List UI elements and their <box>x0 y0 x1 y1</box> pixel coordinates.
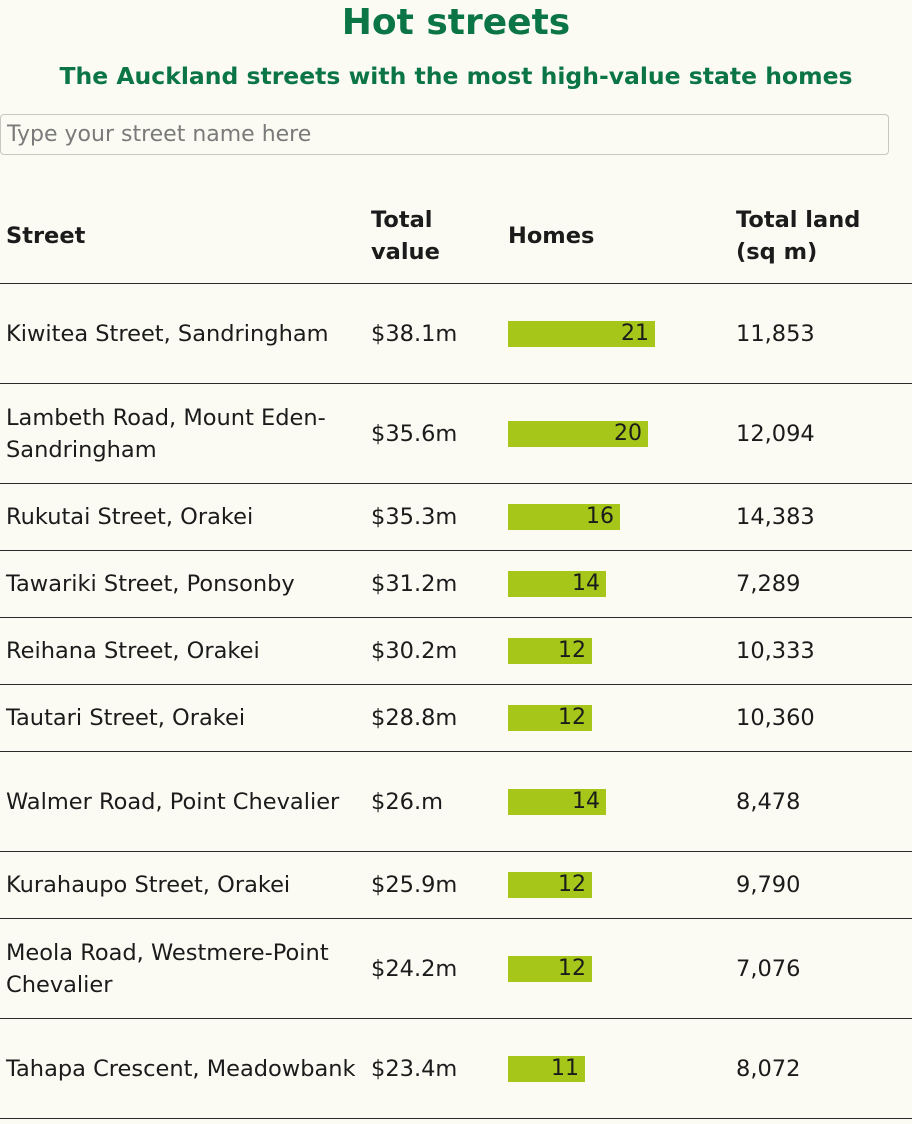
homes-bar-label: 21 <box>621 320 649 346</box>
column-header-street[interactable]: Street <box>6 222 86 249</box>
homes-bar-wrap: 20 <box>508 420 736 447</box>
table-row: Tautari Street, Orakei $28.8m 12 10,360 <box>0 685 912 752</box>
homes-bar-wrap: 12 <box>508 705 736 731</box>
homes-cell: 12 <box>508 955 736 982</box>
homes-cell: 21 <box>508 320 736 347</box>
total-land-cell: 11,853 <box>736 320 815 347</box>
total-land-cell: 12,094 <box>736 420 815 447</box>
total-land-cell: 8,478 <box>736 788 801 815</box>
table-row: Rukutai Street, Orakei $35.3m 16 14,383 <box>0 484 912 551</box>
street-name-cell: Kurahaupo Street, Orakei <box>6 872 291 898</box>
total-land-cell: 10,333 <box>736 638 815 664</box>
total-value-cell: $30.2m <box>371 638 458 664</box>
total-value-cell: $38.1m <box>371 320 458 347</box>
total-land-cell: 7,289 <box>736 571 801 597</box>
homes-cell: 14 <box>508 788 736 815</box>
homes-cell: 11 <box>508 1055 736 1082</box>
homes-bar-label: 12 <box>558 705 586 730</box>
table-row: Kiwitea Street, Sandringham $38.1m 21 11,85… <box>0 284 912 384</box>
homes-bar-label: 12 <box>558 638 586 663</box>
homes-bar <box>508 1055 585 1082</box>
total-value-cell: $24.2m <box>371 955 458 982</box>
street-name-cell: Reihana Street, Orakei <box>6 638 260 664</box>
street-name-cell: Rukutai Street, Orakei <box>6 504 254 530</box>
homes-bar-wrap: 11 <box>508 1055 736 1082</box>
table-row: Walmer Road, Point Chevalier $26.m 14 8,478 <box>0 752 912 852</box>
homes-bar-wrap: 16 <box>508 504 736 530</box>
homes-cell: 20 <box>508 420 736 447</box>
homes-bar-wrap: 14 <box>508 788 736 815</box>
homes-cell: 16 <box>508 504 736 530</box>
table-body: Kiwitea Street, Sandringham $38.1m 21 11,85… <box>0 284 912 1119</box>
total-land-cell: 9,790 <box>736 872 801 898</box>
street-name-cell: Walmer Road, Point Chevalier <box>6 788 340 815</box>
total-land-cell: 14,383 <box>736 504 815 530</box>
homes-bar-wrap: 12 <box>508 872 736 898</box>
table-row: Kurahaupo Street, Orakei $25.9m 12 9,790 <box>0 852 912 919</box>
homes-bar-label: 11 <box>551 1055 579 1081</box>
homes-bar-label: 12 <box>558 955 586 981</box>
total-value-cell: $35.6m <box>371 420 458 447</box>
total-value-cell: $23.4m <box>371 1055 458 1082</box>
table-row: Meola Road, Westmere-Point Chevalier $24.… <box>0 919 912 1019</box>
total-land-cell: 7,076 <box>736 955 801 982</box>
column-header-total-land[interactable]: Total land (sq m) <box>736 206 861 265</box>
total-value-cell: $35.3m <box>371 504 458 530</box>
homes-bar <box>508 705 592 731</box>
table-row: Tawariki Street, Ponsonby $31.2m 14 7,289 <box>0 551 912 618</box>
table-row: Tahapa Crescent, Meadowbank $23.4m 11 8,072 <box>0 1019 912 1119</box>
column-header-total-value[interactable]: Total value <box>371 206 440 265</box>
homes-cell: 12 <box>508 705 736 731</box>
street-name-cell: Kiwitea Street, Sandringham <box>6 320 329 347</box>
street-search-input[interactable] <box>0 114 889 155</box>
homes-bar <box>508 320 655 347</box>
homes-bar-label: 14 <box>572 571 600 596</box>
total-value-cell: $26.m <box>371 788 444 815</box>
homes-bar-label: 14 <box>572 788 600 814</box>
streets-table: Street Total value Homes Total land (sq … <box>0 188 912 1119</box>
homes-bar-wrap: 14 <box>508 571 736 597</box>
homes-cell: 14 <box>508 571 736 597</box>
homes-bar-label: 12 <box>558 872 586 897</box>
table-row: Lambeth Road, Mount Eden-Sandringham $35.… <box>0 384 912 484</box>
homes-bar <box>508 872 592 898</box>
street-name-cell: Tahapa Crescent, Meadowbank <box>6 1055 356 1082</box>
total-value-cell: $28.8m <box>371 705 458 731</box>
table-header-row: Street Total value Homes Total land (sq … <box>0 188 912 284</box>
homes-bar <box>508 638 592 664</box>
homes-bar <box>508 788 606 815</box>
column-header-homes[interactable]: Homes <box>508 222 595 249</box>
homes-bar <box>508 504 620 530</box>
homes-bar-label: 20 <box>614 420 642 446</box>
street-name-cell: Lambeth Road, Mount Eden-Sandringham <box>6 404 326 463</box>
total-land-cell: 8,072 <box>736 1055 801 1082</box>
street-name-cell: Tautari Street, Orakei <box>6 705 246 731</box>
total-value-cell: $25.9m <box>371 872 458 898</box>
homes-bar <box>508 571 606 597</box>
total-value-cell: $31.2m <box>371 571 458 597</box>
total-land-cell: 10,360 <box>736 705 815 731</box>
homes-bar-label: 16 <box>586 504 614 529</box>
street-name-cell: Meola Road, Westmere-Point Chevalier <box>6 939 329 998</box>
table-row: Reihana Street, Orakei $30.2m 12 10,333 <box>0 618 912 685</box>
homes-bar-wrap: 12 <box>508 955 736 982</box>
homes-bar-wrap: 12 <box>508 638 736 664</box>
page-title: Hot streets <box>341 2 571 43</box>
street-name-cell: Tawariki Street, Ponsonby <box>6 571 295 597</box>
homes-cell: 12 <box>508 872 736 898</box>
homes-bar <box>508 420 648 447</box>
homes-cell: 12 <box>508 638 736 664</box>
homes-bar <box>508 955 592 982</box>
homes-bar-wrap: 21 <box>508 320 736 347</box>
page-subtitle: The Auckland streets with the most high-… <box>59 62 853 90</box>
